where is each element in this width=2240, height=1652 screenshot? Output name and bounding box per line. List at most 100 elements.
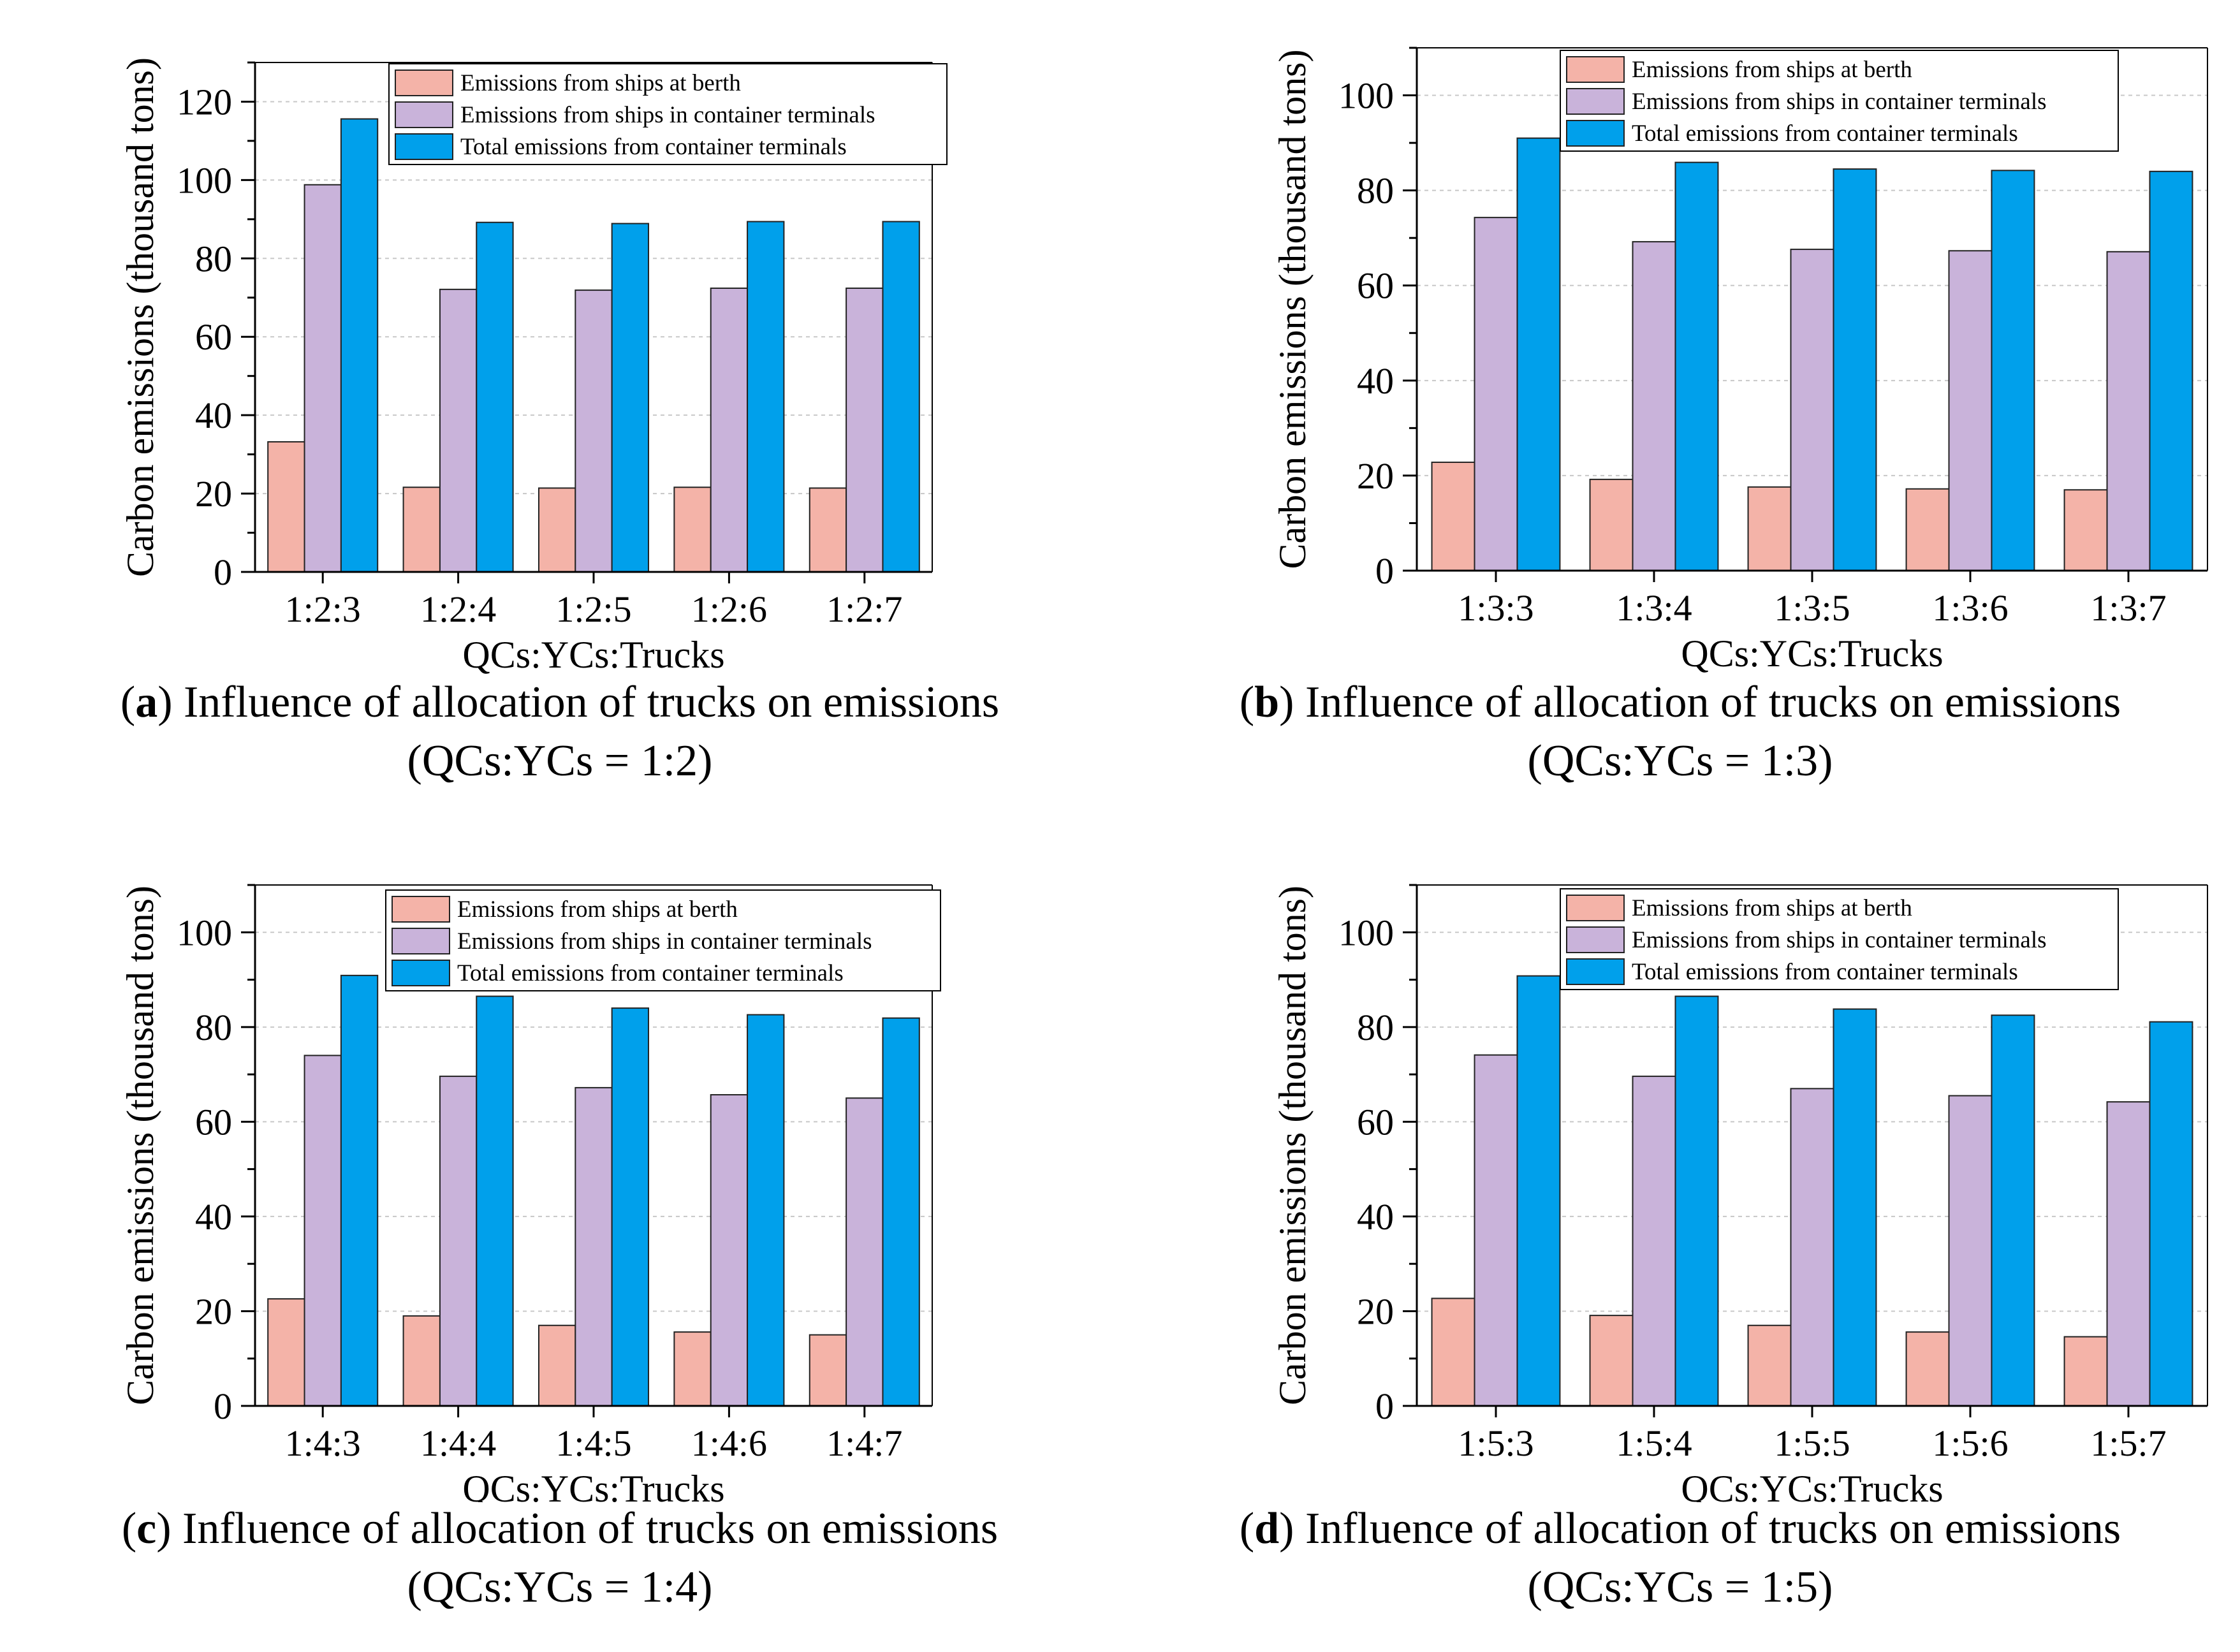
- bar-total-4: [747, 221, 785, 573]
- legend-swatch-berth: [395, 69, 453, 96]
- bar-ships-2: [439, 288, 478, 573]
- y-tick-label: 20: [1357, 455, 1394, 497]
- y-tick-label: 40: [195, 395, 232, 436]
- y-tick-label: 100: [1338, 912, 1394, 953]
- bar-ships-5: [845, 1097, 884, 1407]
- caption-text: ) Influence of allocation of trucks on e…: [157, 678, 1000, 727]
- legend: Emissions from ships at berth Emissions f…: [1560, 50, 2119, 152]
- legend-box: [1560, 50, 2119, 152]
- bar-berth-1: [1431, 1297, 1475, 1407]
- y-tick-label: 0: [214, 1385, 232, 1427]
- bar-total-5: [2149, 1021, 2193, 1407]
- bar-berth-1: [1431, 462, 1475, 572]
- bar-total-5: [882, 221, 920, 573]
- x-tick-label: 1:3:3: [1458, 587, 1534, 629]
- y-tick-label: 0: [1375, 550, 1394, 592]
- legend-swatch-total: [1566, 120, 1625, 147]
- bar-berth-4: [1905, 1331, 1950, 1407]
- bar-total-3: [1833, 168, 1877, 572]
- bar-berth-4: [673, 1331, 712, 1407]
- bar-ships-4: [710, 288, 749, 573]
- bar-chart-b: 0 20 40 60 80 100 1:3:3 1:3:4 1:3:5 1:3:6 1:3:7 QCs…: [1271, 47, 2208, 675]
- y-tick-label: 60: [195, 1101, 232, 1143]
- x-tick-label: 1:2:3: [285, 588, 361, 630]
- bar-ships-4: [710, 1094, 749, 1407]
- x-tick-label: 1:5:7: [2090, 1422, 2166, 1464]
- bar-total-5: [882, 1017, 920, 1407]
- bar-ships-2: [439, 1076, 478, 1407]
- bar-chart-a: 0 20 40 60 80 100 120 1:2:3 1:2:4 1:2:5 1:2:6 1:2:7…: [119, 57, 948, 676]
- legend-label: Emissions from ships at berth: [457, 896, 738, 923]
- caption-text: ) Influence of allocation of trucks on e…: [1279, 678, 2121, 727]
- bar-total-3: [611, 223, 650, 573]
- bar-ships-3: [1790, 249, 1834, 571]
- legend-swatch-ships: [392, 928, 450, 954]
- bar-chart-d: 0 20 40 60 80 100 1:5:3 1:5:4 1:5:5 1:5:6 1:5:7 QCs…: [1271, 884, 2208, 1502]
- bar-ships-2: [1632, 1076, 1676, 1407]
- bar-ships-1: [304, 184, 342, 573]
- bar-berth-4: [1905, 488, 1950, 571]
- x-tick-label: 1:5:5: [1774, 1422, 1850, 1464]
- legend-label: Emissions from ships in container termin…: [1632, 89, 2047, 115]
- x-tick-label: 1:3:7: [2090, 587, 2166, 629]
- x-tick-label: 1:4:6: [691, 1422, 767, 1464]
- bar-berth-5: [2063, 1336, 2108, 1407]
- bar-berth-2: [402, 1315, 441, 1407]
- bar-ships-4: [1948, 1095, 1993, 1407]
- x-tick-label: 1:5:4: [1616, 1422, 1692, 1464]
- chart-panel-b: 0 20 40 60 80 100 1:3:3 1:3:4 1:3:5 1:3:6 1:3:7 QCs…: [1120, 0, 2240, 826]
- bar-total-2: [476, 221, 514, 573]
- y-tick-label: 80: [195, 238, 232, 279]
- caption-c: (c) Influence of allocation of trucks on…: [0, 1500, 1120, 1617]
- bar-berth-5: [809, 487, 847, 573]
- bar-berth-3: [538, 487, 576, 573]
- bar-total-2: [1674, 161, 1719, 571]
- legend-label: Total emissions from container terminals: [1632, 121, 2018, 147]
- legend-swatch-berth: [392, 896, 450, 923]
- x-axis-title: QCs:YCs:Trucks: [1681, 1468, 1943, 1502]
- caption-sub: (QCs:YCs = 1:2): [407, 736, 713, 786]
- legend-label: Emissions from ships at berth: [1632, 57, 1912, 83]
- bar-ships-3: [575, 1086, 613, 1407]
- legend-label: Emissions from ships at berth: [1632, 895, 1912, 921]
- x-axis-title: QCs:YCs:Trucks: [462, 1468, 724, 1502]
- y-tick-label: 100: [1338, 75, 1394, 117]
- legend-label: Emissions from ships in container termin…: [457, 928, 872, 954]
- bar-berth-3: [1747, 1324, 1792, 1407]
- x-tick-label: 1:2:4: [420, 588, 496, 630]
- y-axis-title: Carbon emissions (thousand tons): [119, 57, 161, 577]
- caption-b: (b) Influence of allocation of trucks on…: [1120, 673, 2240, 791]
- y-tick-label: 80: [1357, 1007, 1394, 1048]
- caption-text: ) Influence of allocation of trucks on e…: [1279, 1504, 2121, 1553]
- x-tick-label: 1:4:7: [826, 1422, 902, 1464]
- bar-berth-1: [267, 441, 305, 573]
- y-axis-title: Carbon emissions (thousand tons): [119, 886, 161, 1405]
- x-tick-label: 1:2:5: [555, 588, 631, 630]
- bar-berth-1: [267, 1298, 305, 1407]
- legend-swatch-ships: [395, 101, 453, 128]
- legend-box: [1560, 888, 2119, 990]
- y-tick-label: 60: [1357, 265, 1394, 307]
- caption-label: d: [1254, 1504, 1280, 1553]
- y-tick-label: 60: [195, 316, 232, 358]
- bar-berth-2: [1589, 1315, 1634, 1407]
- bar-berth-5: [2063, 489, 2108, 571]
- y-tick-label: 20: [195, 1290, 232, 1332]
- y-tick-label: 100: [177, 159, 232, 201]
- bar-ships-2: [1632, 241, 1676, 571]
- caption-label: c: [136, 1504, 157, 1553]
- bar-total-2: [1674, 995, 1719, 1407]
- y-tick-label: 0: [214, 552, 232, 593]
- y-tick-label: 60: [1357, 1101, 1394, 1143]
- x-tick-label: 1:5:6: [1932, 1422, 2008, 1464]
- x-tick-label: 1:3:6: [1932, 587, 2008, 629]
- y-tick-label: 80: [1357, 170, 1394, 212]
- y-axis-title: Carbon emissions (thousand tons): [1271, 886, 1314, 1405]
- caption-d: (d) Influence of allocation of trucks on…: [1120, 1500, 2240, 1617]
- bar-total-5: [2149, 170, 2193, 571]
- caption-sub: (QCs:YCs = 1:4): [407, 1563, 713, 1612]
- bar-ships-3: [575, 289, 613, 573]
- y-tick-label: 120: [177, 81, 232, 122]
- x-tick-label: 1:4:4: [420, 1422, 496, 1464]
- legend-swatch-total: [395, 133, 453, 160]
